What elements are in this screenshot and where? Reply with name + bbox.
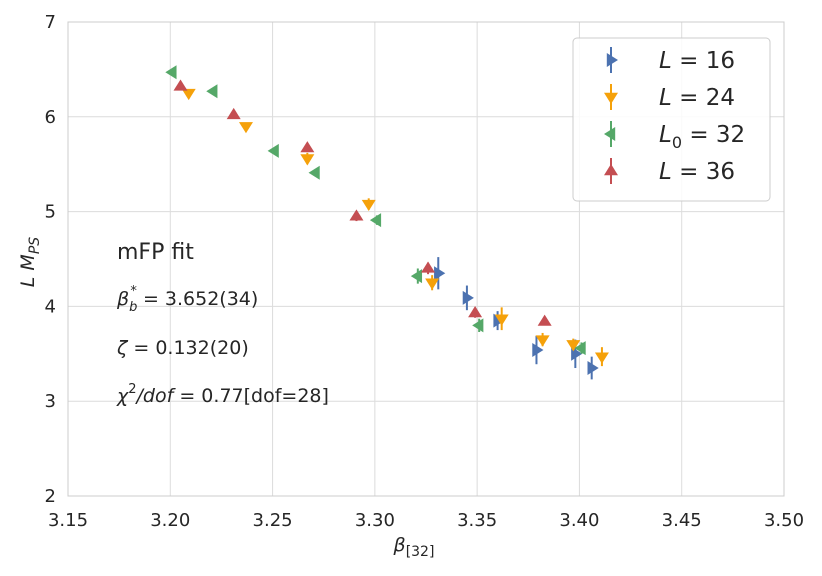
data-point [267,143,279,158]
series-3 [165,65,586,356]
x-tick-label: 3.40 [559,510,599,531]
data-point [462,290,474,305]
data-point [410,269,423,284]
x-tick-label: 3.15 [48,510,88,531]
y-tick-labels: 2 3 4 5 6 7 [45,12,56,507]
data-point [532,343,544,358]
legend-frame [572,37,771,202]
data-point [226,107,241,120]
data-point [535,335,550,347]
data-point [468,306,483,318]
x-tick-label: 3.25 [253,510,293,531]
data-point [238,122,253,134]
data-point [571,346,583,361]
legend-marker [604,92,618,104]
y-tick-label: 2 [45,486,56,507]
y-tick-label: 5 [45,202,56,223]
data-point [308,165,320,180]
legend-label: L = 16 [659,48,735,74]
beta-star-value: βb* = 3.652(34) [116,284,258,315]
data-point [425,278,440,290]
zeta-value: ζ = 0.132(20) [116,337,249,359]
y-tick-label: 6 [45,107,56,128]
data-point [421,261,436,273]
data-point [181,88,196,101]
data-point [349,209,364,221]
x-tick-label: 3.30 [355,510,395,531]
y-axis-label: L MPS [17,237,43,287]
legend-items: L = 16 L = 24 L0 = 32 L = 36 [604,47,745,185]
x-tick-labels: 3.15 3.20 3.25 3.30 3.35 3.40 3.45 3.50 [48,510,804,531]
data-point [300,141,315,153]
data-point [537,314,552,326]
data-point [206,84,218,99]
series-2 [181,88,609,367]
data-point [472,318,484,333]
chi-squared-value: χ2/dof = 0.77[dof=28] [116,382,329,407]
legend: L = 16 L = 24 L0 = 32 L = 36 [572,37,771,202]
data-points [165,65,609,380]
data-point [173,79,188,91]
data-point [587,361,599,376]
plot-frame [67,21,785,497]
data-point [594,352,609,364]
data-point [494,314,509,326]
x-tick-label: 3.50 [764,510,804,531]
legend-marker [604,164,618,176]
data-point [574,341,586,356]
data-point [434,266,446,281]
data-point [165,65,177,80]
x-axis-label: β[32] [393,534,435,560]
y-tick-label: 3 [45,391,56,412]
legend-marker [604,127,616,141]
data-point [566,340,581,352]
legend-label: L = 36 [659,159,735,185]
fit-annotation: mFP fit βb* = 3.652(34) ζ = 0.132(20) χ2… [116,240,329,407]
fit-title: mFP fit [117,240,194,265]
legend-label: L = 24 [659,85,735,111]
legend-marker [606,53,618,67]
x-tick-label: 3.35 [457,510,497,531]
series-1 [434,257,599,380]
series-4 [173,79,552,326]
legend-label: L0 = 32 [659,122,745,152]
y-tick-label: 4 [45,296,56,317]
x-tick-label: 3.20 [150,510,190,531]
data-point [300,154,315,166]
y-tick-label: 7 [45,12,56,33]
data-point [361,199,376,212]
x-tick-label: 3.45 [662,510,702,531]
data-point [369,213,382,228]
